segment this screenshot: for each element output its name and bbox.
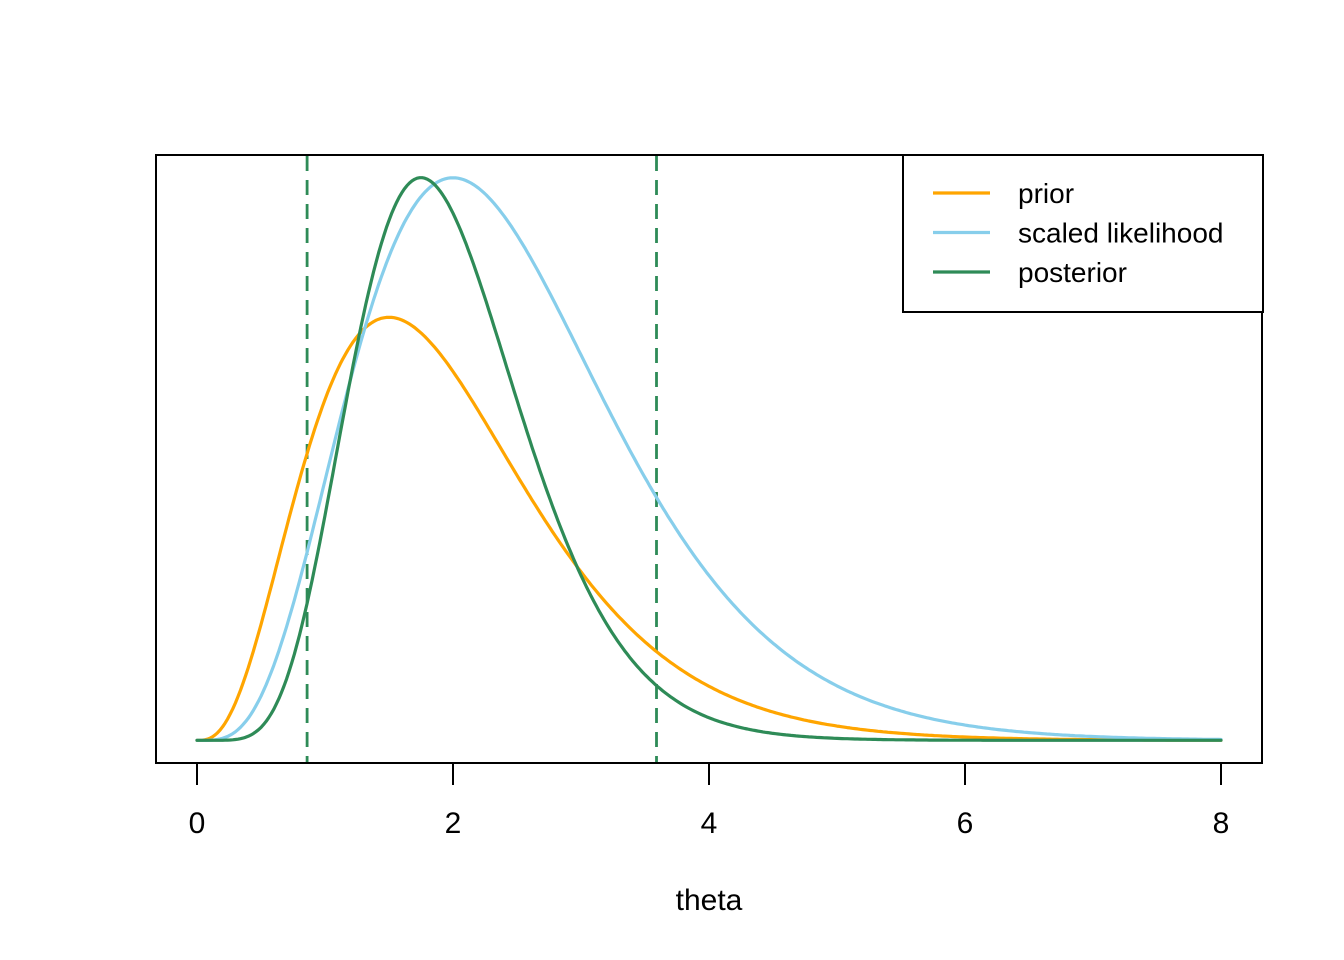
x-tick-label: 8: [1213, 807, 1230, 840]
x-axis-label: theta: [676, 884, 743, 917]
x-tick-label: 0: [189, 807, 206, 840]
curve-scaled-likelihood: [195, 176, 1223, 742]
curve-posterior: [195, 176, 1223, 742]
legend-label-prior: prior: [1018, 178, 1074, 209]
legend-label-scaled-likelihood: scaled likelihood: [1018, 218, 1223, 249]
legend-label-posterior: posterior: [1018, 257, 1127, 288]
x-tick-label: 2: [445, 807, 462, 840]
x-tick-label: 4: [701, 807, 718, 840]
x-tick-label: 6: [957, 807, 974, 840]
